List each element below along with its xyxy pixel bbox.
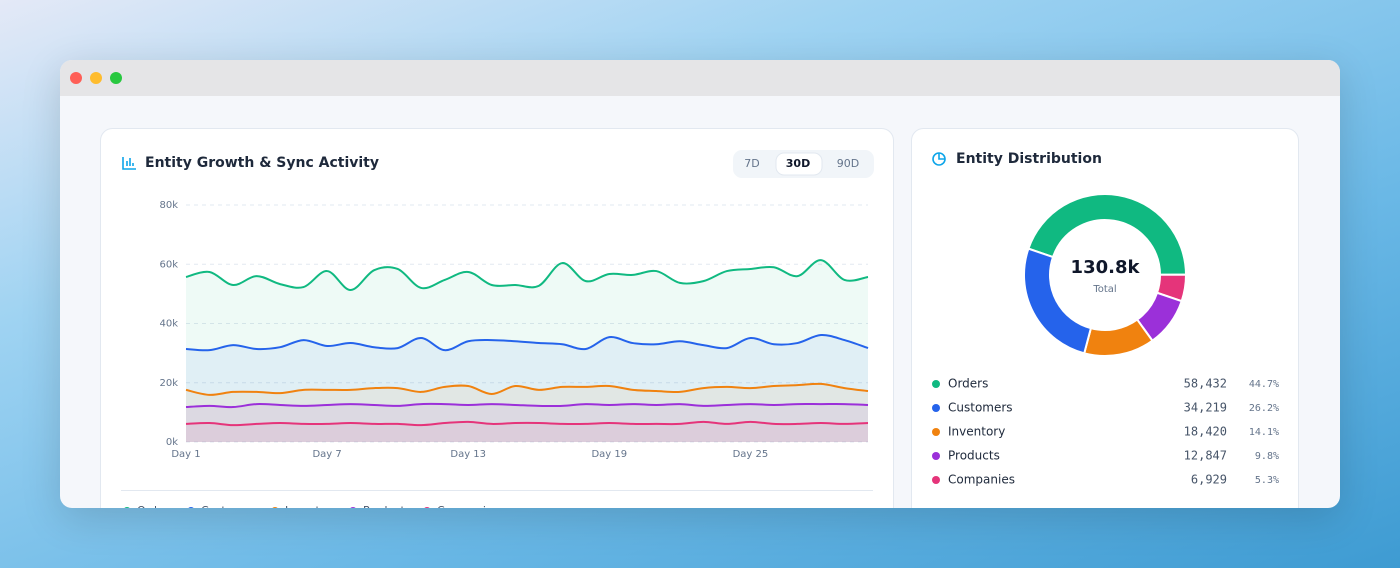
range-button[interactable]: 90D xyxy=(837,157,859,170)
legend-dot[interactable] xyxy=(423,507,431,508)
legend-label[interactable]: Orders xyxy=(137,504,174,508)
legend-percent: 9.8% xyxy=(1255,451,1279,462)
legend-dot xyxy=(932,380,940,388)
growth-card xyxy=(100,128,894,508)
legend-dot[interactable] xyxy=(349,507,357,508)
legend-dot xyxy=(932,476,940,484)
legend-label: Inventory xyxy=(948,425,1005,439)
title-bar xyxy=(60,60,1340,96)
legend-value: 58,432 xyxy=(1184,377,1227,391)
maximize-button[interactable] xyxy=(110,72,122,84)
legend-dot xyxy=(932,404,940,412)
chart-icon xyxy=(122,157,136,170)
donut-center-label: Total xyxy=(1092,284,1116,295)
legend-percent: 44.7% xyxy=(1249,379,1279,390)
legend-percent: 14.1% xyxy=(1249,427,1279,438)
y-tick-label: 60k xyxy=(159,259,178,270)
donut-segment[interactable] xyxy=(1027,193,1188,276)
legend-value: 34,219 xyxy=(1184,401,1227,415)
card-title: Entity Growth & Sync Activity xyxy=(145,155,379,171)
legend-label[interactable]: Products xyxy=(363,504,411,508)
legend-percent: 26.2% xyxy=(1249,403,1279,414)
legend-value: 18,420 xyxy=(1184,425,1227,439)
legend-label[interactable]: Companies xyxy=(437,504,499,508)
card-title: Entity Distribution xyxy=(956,151,1102,167)
legend-label: Orders xyxy=(948,377,988,391)
x-tick-label: Day 19 xyxy=(591,449,627,460)
distribution-card xyxy=(911,128,1299,508)
donut-segment[interactable] xyxy=(1023,247,1093,355)
legend-label: Companies xyxy=(948,473,1015,487)
series-line xyxy=(185,382,869,396)
legend-value: 12,847 xyxy=(1184,449,1227,463)
legend-label[interactable]: Customers xyxy=(201,504,260,508)
series-line xyxy=(185,420,869,427)
legend-dot xyxy=(932,428,940,436)
x-tick-label: Day 7 xyxy=(312,449,341,460)
minimize-button[interactable] xyxy=(90,72,102,84)
x-tick-label: Day 13 xyxy=(450,449,486,460)
content: Entity Growth & Sync Activity Entity Dis… xyxy=(60,60,1340,508)
pie-icon xyxy=(932,152,946,166)
range-button[interactable]: 7D xyxy=(744,157,759,170)
y-tick-label: 80k xyxy=(159,200,178,211)
y-tick-label: 0k xyxy=(166,437,178,448)
series-line xyxy=(185,259,869,292)
donut-center-value: 130.8k xyxy=(1071,257,1141,278)
y-tick-label: 20k xyxy=(159,378,178,389)
legend-dot xyxy=(932,452,940,460)
legend-dot[interactable] xyxy=(187,507,195,508)
browser-window: Entity Growth & Sync Activity Entity Dis… xyxy=(60,60,1340,508)
range-button-active[interactable] xyxy=(775,152,823,176)
y-tick-label: 40k xyxy=(159,319,178,330)
x-tick-label: Day 25 xyxy=(733,449,769,460)
series-line xyxy=(185,402,869,409)
series-area xyxy=(186,260,868,442)
close-button[interactable] xyxy=(70,72,82,84)
series-area xyxy=(186,383,868,442)
legend-label[interactable]: Inventory xyxy=(285,504,338,508)
series-area xyxy=(186,421,868,442)
legend-label: Products xyxy=(948,449,1000,463)
legend-dot[interactable] xyxy=(271,507,279,508)
legend-dot[interactable] xyxy=(123,507,131,508)
app: Entity Growth & Sync Activity Entity Dis… xyxy=(60,60,1340,508)
legend-value: 6,929 xyxy=(1191,473,1227,487)
legend-percent: 5.3% xyxy=(1255,475,1279,486)
legend-label: Customers xyxy=(948,401,1013,415)
series-line xyxy=(185,334,869,352)
x-tick-label: Day 1 xyxy=(171,449,200,460)
range-button[interactable]: 30D xyxy=(786,157,810,170)
